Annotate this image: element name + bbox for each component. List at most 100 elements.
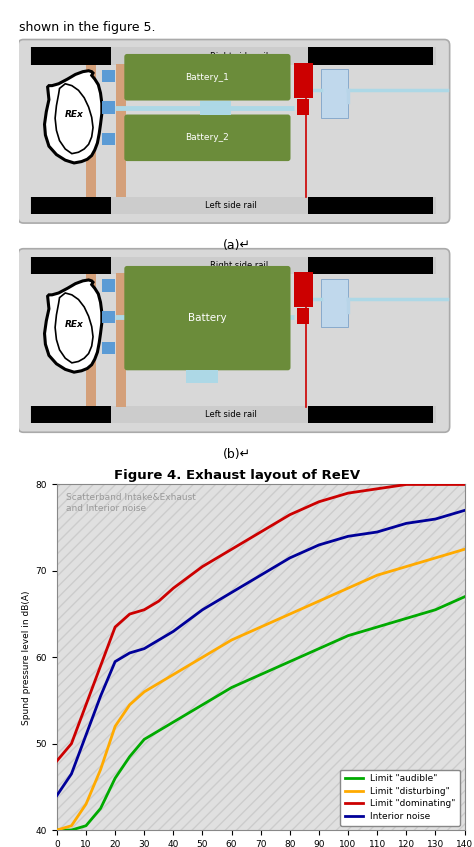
Limit "audible" — [127, 751, 133, 761]
Text: Figure 4. Exhaust layout of ReEV: Figure 4. Exhaust layout of ReEV — [114, 469, 360, 482]
Polygon shape — [55, 84, 93, 153]
Legend: Limit "audible", Limit "disturbing", Limit "dominating", Interior noise: Limit "audible", Limit "disturbing", Lim… — [340, 770, 460, 826]
Bar — [86, 274, 96, 407]
FancyBboxPatch shape — [124, 114, 291, 161]
Limit "dominating" — [69, 739, 74, 749]
Bar — [308, 257, 433, 274]
Limit "disturbing" — [69, 821, 74, 831]
Limit "audible" — [54, 825, 60, 835]
Limit "dominating" — [171, 583, 176, 593]
Interior noise — [98, 691, 103, 701]
Interior noise — [200, 605, 205, 615]
Interior noise — [171, 626, 176, 636]
Text: REx: REx — [64, 110, 83, 119]
Limit "disturbing" — [127, 700, 133, 710]
Limit "dominating" — [112, 622, 118, 632]
Bar — [297, 98, 309, 115]
Line: Limit "disturbing": Limit "disturbing" — [57, 550, 465, 830]
Limit "audible" — [98, 803, 103, 813]
Interior noise — [287, 553, 292, 563]
Limit "dominating" — [156, 596, 162, 606]
Bar — [294, 272, 313, 307]
Bar — [102, 280, 115, 291]
Limit "disturbing" — [200, 652, 205, 662]
Limit "audible" — [156, 726, 162, 736]
Limit "audible" — [83, 821, 89, 831]
Bar — [102, 133, 115, 145]
Text: Right side rail: Right side rail — [210, 261, 268, 270]
Interior noise — [156, 635, 162, 645]
Interior noise — [229, 588, 235, 598]
Bar — [297, 307, 309, 324]
Bar — [308, 47, 433, 65]
Interior noise — [345, 531, 351, 541]
Interior noise — [316, 540, 322, 550]
Limit "disturbing" — [374, 570, 380, 580]
Interior noise — [141, 644, 147, 654]
Bar — [30, 406, 436, 424]
Bar — [186, 370, 218, 384]
Bar — [116, 274, 126, 407]
Interior noise — [83, 730, 89, 740]
Text: Left side rail: Left side rail — [205, 201, 256, 210]
Limit "dominating" — [287, 510, 292, 520]
Limit "audible" — [287, 656, 292, 667]
Text: Right side rail: Right side rail — [210, 52, 268, 61]
Bar — [31, 257, 110, 274]
FancyBboxPatch shape — [124, 266, 291, 370]
Limit "audible" — [403, 613, 409, 623]
Limit "dominating" — [127, 609, 133, 619]
Interior noise — [112, 656, 118, 667]
Bar — [31, 47, 110, 65]
Bar — [30, 197, 436, 214]
Bar — [200, 101, 231, 115]
Interior noise — [403, 518, 409, 529]
Limit "audible" — [171, 717, 176, 727]
Limit "audible" — [141, 734, 147, 745]
Text: Battery_1: Battery_1 — [185, 73, 229, 82]
Limit "dominating" — [200, 562, 205, 572]
Limit "disturbing" — [112, 722, 118, 732]
Interior noise — [462, 506, 467, 516]
Limit "dominating" — [316, 496, 322, 507]
Limit "disturbing" — [462, 545, 467, 555]
Bar — [294, 63, 313, 97]
Limit "disturbing" — [229, 635, 235, 645]
Limit "disturbing" — [83, 799, 89, 809]
Text: Scatterband Intake&Exhaust
and Interior noise: Scatterband Intake&Exhaust and Interior … — [65, 493, 195, 512]
Line: Limit "dominating": Limit "dominating" — [57, 484, 465, 761]
Limit "dominating" — [98, 661, 103, 671]
Limit "audible" — [229, 683, 235, 693]
Limit "dominating" — [54, 756, 60, 766]
Limit "audible" — [200, 700, 205, 710]
Text: (a)↵: (a)↵ — [223, 239, 251, 252]
Bar — [31, 406, 110, 424]
Bar — [308, 197, 433, 214]
Interior noise — [433, 514, 438, 524]
Limit "audible" — [112, 773, 118, 783]
Limit "disturbing" — [171, 669, 176, 679]
Limit "audible" — [374, 622, 380, 632]
Bar — [308, 406, 433, 424]
Interior noise — [374, 527, 380, 537]
Text: Battery: Battery — [188, 313, 227, 324]
Text: REx: REx — [64, 319, 83, 329]
Limit "dominating" — [141, 605, 147, 615]
Bar — [102, 70, 115, 82]
FancyBboxPatch shape — [18, 40, 450, 223]
Bar — [102, 342, 115, 354]
Interior noise — [54, 790, 60, 800]
Limit "disturbing" — [316, 596, 322, 606]
Polygon shape — [55, 293, 93, 363]
Interior noise — [127, 648, 133, 658]
Interior noise — [69, 769, 74, 779]
Limit "dominating" — [229, 545, 235, 555]
Bar — [102, 102, 115, 113]
Limit "audible" — [316, 644, 322, 654]
Bar — [116, 64, 126, 197]
FancyBboxPatch shape — [124, 54, 291, 101]
Limit "dominating" — [403, 479, 409, 490]
Limit "audible" — [462, 592, 467, 602]
Bar — [30, 47, 436, 65]
Text: Battery_2: Battery_2 — [185, 133, 229, 142]
